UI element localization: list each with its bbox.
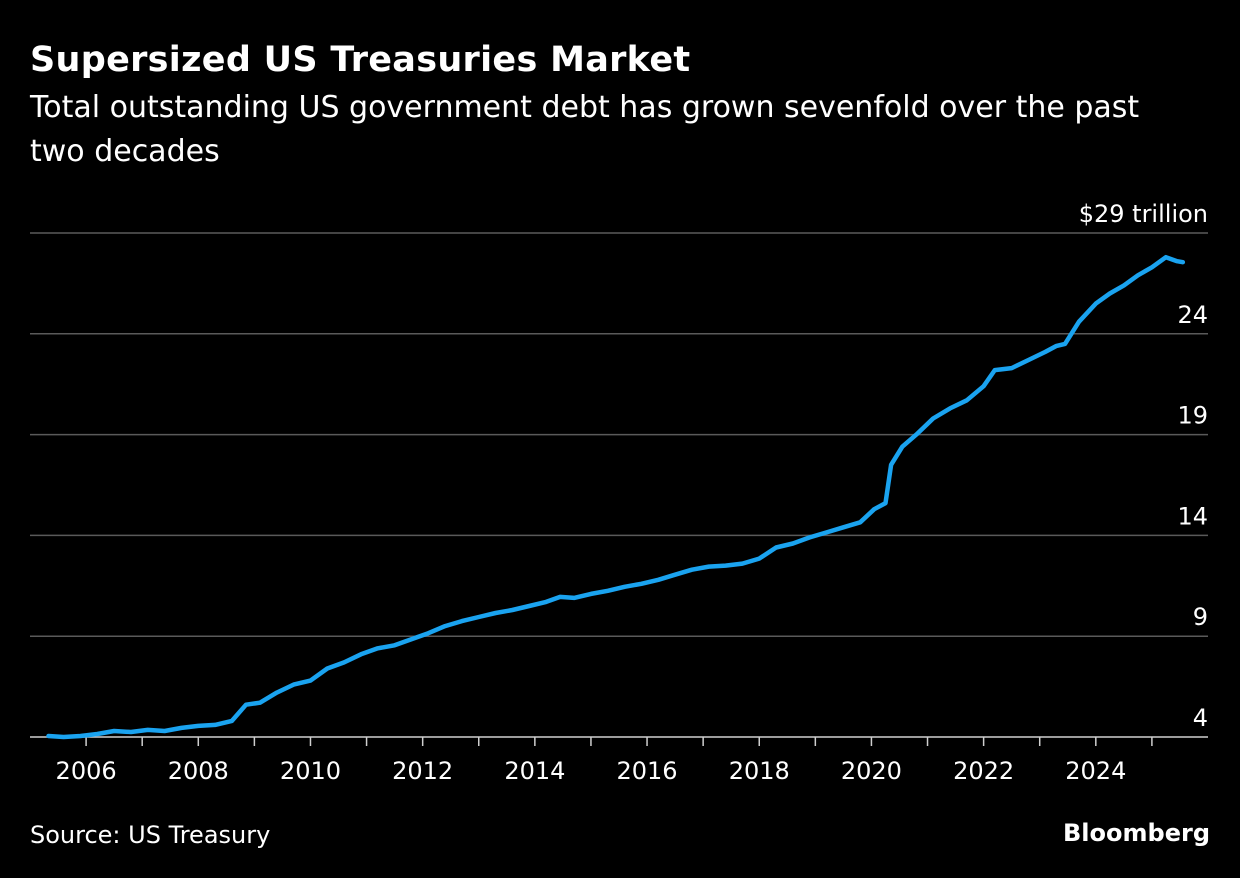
x-tick-label: 2022 [953, 757, 1014, 785]
x-tick-label: 2020 [841, 757, 902, 785]
data-series [46, 254, 1186, 740]
chart-title: Supersized US Treasuries Market [30, 40, 691, 80]
x-tick-label: 2006 [56, 757, 117, 785]
x-axis: 2006 2008 2010 2012 2014 2016 2018 2020 2022 2024 [56, 737, 1153, 785]
y-tick-label: 14 [1177, 502, 1208, 530]
y-gridlines [30, 232, 1208, 738]
y-tick-label: 4 [1193, 704, 1208, 732]
x-tick-label: 2012 [392, 757, 453, 785]
y-tick-label: 9 [1193, 603, 1208, 631]
x-tick-label: 2008 [168, 757, 229, 785]
x-tick-label: 2016 [617, 757, 678, 785]
bloomberg-logo: Bloomberg [1063, 819, 1210, 847]
y-tick-label: 19 [1177, 402, 1208, 430]
y-tick-labels: 4 9 14 19 24 $29 trillion [1079, 200, 1208, 732]
chart-subtitle: Total outstanding US government debt has… [30, 90, 1140, 169]
y-tick-label: $29 trillion [1079, 200, 1208, 228]
debt-series-line [46, 254, 1186, 740]
x-tick-label: 2010 [280, 757, 341, 785]
x-tick-label: 2024 [1065, 757, 1126, 785]
x-tick-label: 2014 [504, 757, 565, 785]
y-tick-label: 24 [1177, 301, 1208, 329]
source-note: Source: US Treasury [30, 821, 271, 849]
x-tick-label: 2018 [729, 757, 790, 785]
